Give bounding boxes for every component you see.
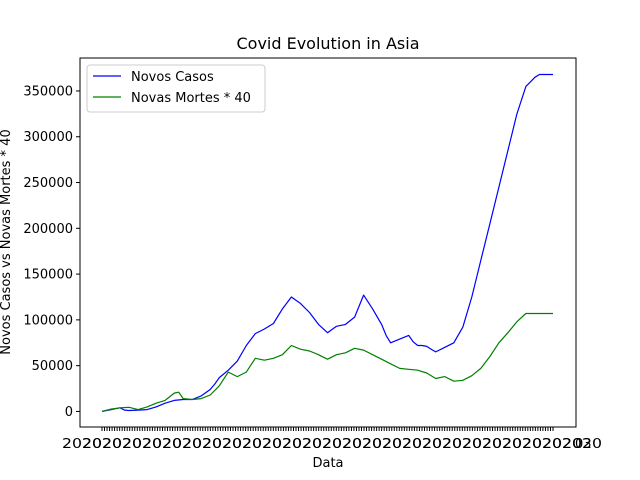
x-tick-label: 2020 [462, 437, 502, 452]
series-line-novas-mortes [101, 312, 553, 412]
legend-label-novos-casos: Novos Casos [131, 70, 214, 85]
x-tick-label: 2020 [362, 437, 402, 452]
x-tick-label: 2020 [322, 437, 362, 452]
x-tick-label: 2020 [542, 437, 582, 452]
y-tick-label: 50000 [32, 359, 73, 374]
x-tick-label: 2020 [342, 437, 382, 452]
legend: Novos Casos Novas Mortes * 40 [86, 64, 266, 113]
y-tick-label: 100000 [23, 313, 73, 328]
x-tick-label: 2020 [222, 437, 262, 452]
x-tick-label: 2020 [522, 437, 562, 452]
x-tick-label: 2020 [442, 437, 482, 452]
y-tick-label: 200000 [23, 222, 73, 237]
x-tick-label: 2020 [502, 437, 542, 452]
x-tick-label: 2020 [182, 437, 222, 452]
x-tick-label: 2020 [422, 437, 462, 452]
legend-label-novas-mortes: Novas Mortes * 40 [131, 91, 251, 106]
x-axis-label: Data [312, 456, 343, 471]
y-tick-label: 0 [65, 405, 73, 420]
x-tick-label: 2020 [82, 437, 122, 452]
x-tick-label: 2020 [242, 437, 282, 452]
x-axis: 2020202020202020202020202020202020202020… [62, 427, 602, 452]
chart-title: Covid Evolution in Asia [236, 34, 419, 53]
x-tick-label: 2020 [102, 437, 142, 452]
x-tick-label: 2020 [562, 437, 602, 452]
x-tick-label: 2020 [402, 437, 442, 452]
x-tick-label: 2020 [202, 437, 242, 452]
x-tick-label: 2020 [262, 437, 302, 452]
series-layer [101, 73, 553, 412]
y-tick-label: 350000 [23, 84, 73, 99]
y-tick-label: 150000 [23, 268, 73, 283]
x-tick-label: 2020 [162, 437, 202, 452]
series-line-novos-casos [101, 73, 553, 412]
x-tick-label: 2020 [142, 437, 182, 452]
plot-frame [79, 57, 577, 428]
y-tick-label: 250000 [23, 176, 73, 191]
x-tick-label: 2020 [62, 437, 102, 452]
legend-box [86, 64, 266, 113]
x-tick-label: 2020 [282, 437, 322, 452]
x-tick-label: 2020 [302, 437, 342, 452]
x-tick-label: 2020 [382, 437, 422, 452]
y-axis: 0 50000 100000 150000 200000 250000 300000 3500… [23, 84, 80, 420]
x-tick-label: 2020 [482, 437, 522, 452]
y-tick-label: 300000 [23, 130, 73, 145]
x-tick-label: 2020 [122, 437, 162, 452]
x-tick-label: 03 [575, 437, 592, 452]
y-axis-label: Novos Casos vs Novas Mortes * 40 [0, 129, 14, 354]
